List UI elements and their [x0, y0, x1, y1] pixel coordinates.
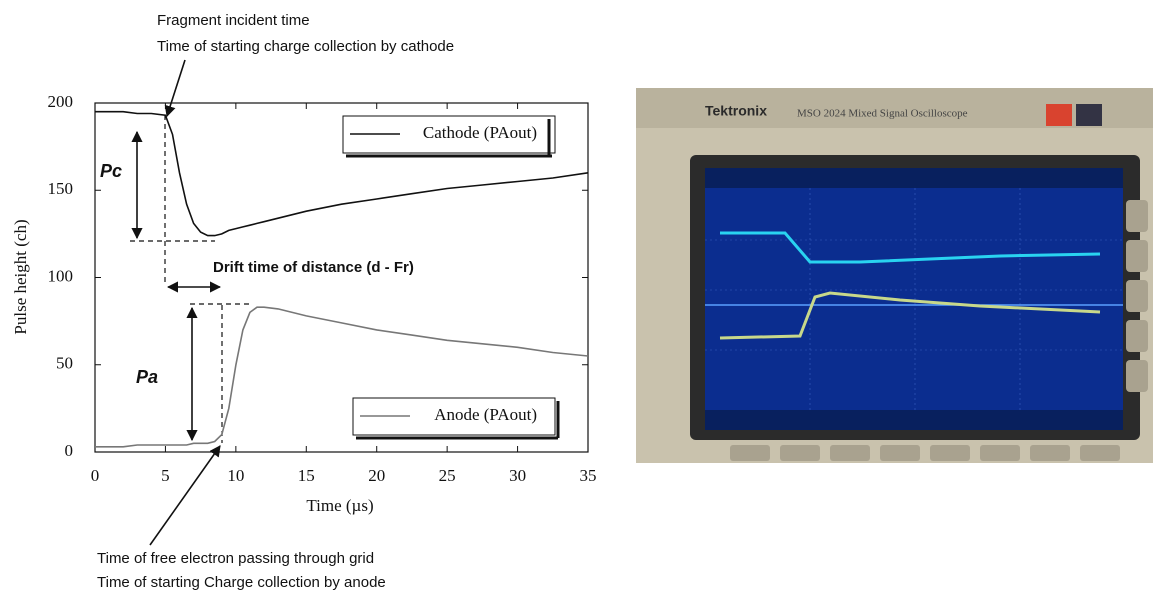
- series-line: [95, 306, 589, 448]
- oscilloscope-photo: Tektronix MSO 2024 Mixed Signal Oscillos…: [636, 88, 1153, 463]
- annotation: Time of starting Charge collection by an…: [97, 574, 386, 591]
- annotation: Fragment incident time: [157, 12, 310, 29]
- x-tick-label: 25: [439, 466, 456, 485]
- y-tick-label: 0: [65, 441, 74, 460]
- x-tick-label: 10: [227, 466, 244, 485]
- annotation: Time of starting charge collection by ca…: [157, 38, 454, 55]
- x-axis-label: Time (µs): [306, 496, 373, 515]
- x-tick-label: 30: [509, 466, 526, 485]
- y-axis-label: Pulse height (ch): [11, 219, 30, 334]
- annotation-guides: [130, 59, 250, 546]
- x-tick-label: 15: [298, 466, 315, 485]
- x-tick-label: 20: [368, 466, 385, 485]
- annotation: Pc: [100, 161, 122, 181]
- model: MSO 2024 Mixed Signal Oscilloscope: [797, 108, 968, 120]
- annotation: Pa: [136, 367, 158, 387]
- brand: Tektronix: [705, 103, 767, 119]
- y-tick-label: 50: [56, 354, 73, 373]
- legend-label: Cathode (PAout): [423, 123, 537, 142]
- x-tick-label: 35: [580, 466, 597, 485]
- legend-label: Anode (PAout): [434, 405, 537, 424]
- x-tick-label: 0: [91, 466, 100, 485]
- series-line: [95, 110, 589, 237]
- x-tick-label: 5: [161, 466, 170, 485]
- y-tick-label: 150: [48, 179, 74, 198]
- y-tick-label: 100: [48, 266, 74, 285]
- y-tick-label: 200: [48, 92, 74, 111]
- annotation: Time of free electron passing through gr…: [97, 550, 374, 567]
- annotation: Drift time of distance (d - Fr): [213, 259, 414, 276]
- chart: Time (µs) Pulse height (ch) Fragment inc…: [11, 12, 597, 591]
